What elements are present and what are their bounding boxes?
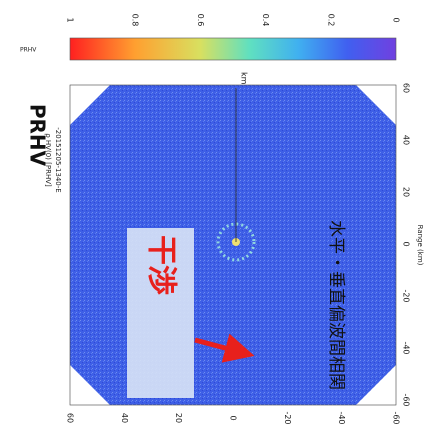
y-tick-label: 40 [402,135,411,145]
y-tick-label: 0 [402,241,411,246]
x-tick-label: 40 [120,413,129,423]
x-tick-label: -20 [283,411,292,424]
x-tick-label: 0 [229,415,238,420]
arrow [194,333,255,363]
variable-label: ρ HV(0) [PRHV] [44,133,52,187]
y-tick-label: 20 [402,187,411,197]
colorbar-label: PRHV [20,47,37,54]
x-tick-label: -40 [337,411,346,424]
x-tick-label: -60 [392,411,401,424]
colorbar-tick-label: 0.6 [196,14,205,27]
annotation-box [127,228,194,398]
y-tick-label: -40 [402,341,411,354]
description: 水平・垂直偏波間相関 [326,220,346,390]
colorbar-tick-label: 0.8 [131,14,140,27]
colorbar-tick-label: 0 [392,17,401,22]
range-label: Range (km) [416,225,424,266]
interference-label: 干渉 [144,235,179,295]
y-tick-label: 60 [402,83,411,93]
colorbar-tick-label: 0.2 [326,14,335,27]
plot-frame [69,84,397,406]
title: PRHV [26,104,50,167]
unit-label: km [240,72,249,85]
subtitle: -20151205-1340-E [54,127,62,192]
y-tick-label: -20 [402,289,411,302]
colorbar-tick-label: 1 [66,17,75,22]
x-tick-label: 60 [66,413,75,423]
y-tick-label: -60 [402,393,411,406]
x-tick-label: 20 [174,413,183,423]
ground-clutter [216,222,256,262]
colorbar-tick-label: 0.4 [261,14,270,27]
radar-field [70,85,396,405]
colorbar [69,37,397,61]
